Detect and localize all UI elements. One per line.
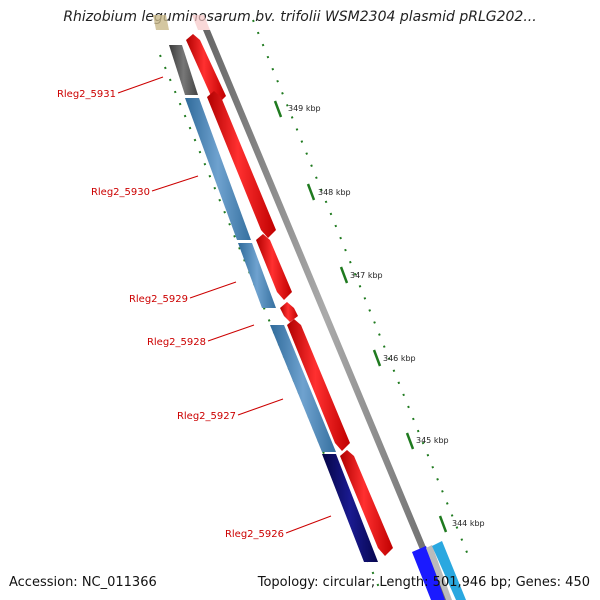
gene-label-5928: Rleg2_5928: [147, 337, 206, 348]
leader-line-5931: [117, 76, 164, 94]
kbp-label-348: 348 kbp: [318, 188, 351, 197]
kbp-tick-346: [372, 349, 382, 367]
partial-feature-top-right: [192, 15, 210, 30]
cds-arrow-5926: [340, 450, 393, 556]
gene-label-5930: Rleg2_5930: [91, 187, 150, 198]
backbone-track: [203, 30, 448, 600]
gene-block-5930: [185, 98, 251, 240]
kbp-label-347: 347 kbp: [350, 271, 383, 280]
leader-line-5926: [285, 515, 332, 534]
kbp-label-345: 345 kbp: [416, 436, 449, 445]
accession-text: Accession: NC_011366: [9, 575, 157, 590]
gene-block-5926: [322, 454, 378, 562]
gene-block-5931: [169, 45, 198, 95]
kbp-label-346: 346 kbp: [383, 354, 416, 363]
kbp-tick-349: [273, 100, 283, 118]
gene-block-5929: [238, 243, 276, 308]
leader-line-5929: [189, 281, 237, 299]
cds-arrow-5930: [207, 91, 276, 238]
gene-label-5927: Rleg2_5927: [177, 411, 236, 422]
kbp-label-344: 344 kbp: [452, 519, 485, 528]
cds-arrow-5929: [256, 234, 292, 300]
partial-feature-bottom-cyan: [432, 541, 466, 600]
kbp-label-349: 349 kbp: [288, 104, 321, 113]
leader-line-5927: [237, 398, 284, 416]
map-title: Rhizobium leguminosarum bv. trifolii WSM…: [63, 9, 537, 25]
partial-feature-bottom-blue: [412, 546, 445, 600]
cds-arrow-5928: [280, 302, 298, 322]
kbp-tick-345: [405, 432, 415, 450]
kbp-tick-347: [339, 266, 349, 284]
kbp-tick-348: [306, 183, 316, 201]
partial-feature-bottom-gray: [426, 545, 452, 600]
cds-arrow-5931: [186, 34, 226, 104]
partial-feature-top-left: [153, 15, 169, 30]
leader-line-5928: [207, 324, 255, 342]
gene-block-5927: [270, 325, 336, 452]
kbp-tick-344: [438, 515, 448, 533]
gene-label-5931: Rleg2_5931: [57, 89, 116, 100]
gene-label-5929: Rleg2_5929: [129, 294, 188, 305]
leader-line-5930: [151, 175, 199, 192]
cds-arrow-5927: [287, 319, 350, 451]
gene-label-5926: Rleg2_5926: [225, 529, 284, 540]
topology-text: Topology: circular; Length: 501,946 bp; …: [257, 575, 590, 590]
